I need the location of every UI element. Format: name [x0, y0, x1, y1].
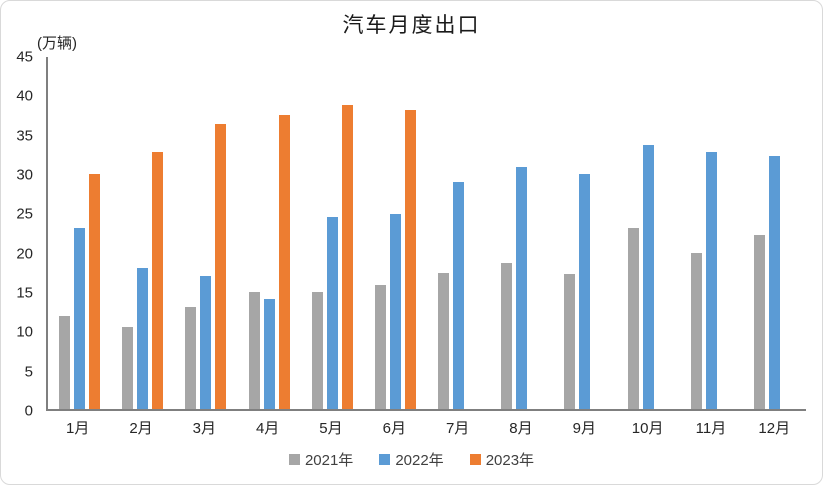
bar-2023年-4月: [278, 114, 290, 409]
legend-swatch-icon: [469, 454, 481, 465]
legend-label: 2021年: [304, 452, 354, 469]
bar-2021年-5月: [311, 291, 323, 409]
bars-area: [48, 57, 806, 409]
bar-2022年-6月: [389, 214, 401, 409]
y-tick-label-25: 25: [16, 205, 33, 223]
bar-2021年-4月: [248, 291, 260, 409]
plot-area: [46, 57, 806, 411]
chart-title: 汽车月度出口: [342, 13, 481, 37]
bar-2022年-1月: [74, 228, 86, 409]
y-tick-label-45: 45: [16, 48, 33, 66]
y-axis: 0 5 10 15 20 25 30 35 40 45: [1, 49, 39, 420]
bar-group-11月: [680, 57, 743, 409]
x-tick-label-9月: 9月: [572, 420, 596, 437]
bar-2021年-7月: [438, 272, 450, 409]
x-tick-label-2月: 2月: [129, 420, 153, 437]
bar-2021年-6月: [374, 285, 386, 409]
bar-group-2月: [111, 57, 174, 409]
y-tick-label-30: 30: [16, 166, 33, 184]
bar-2022年-2月: [137, 268, 149, 409]
bar-2021年-1月: [59, 315, 71, 409]
y-axis-unit-label: (万辆): [37, 35, 77, 52]
bar-2021年-10月: [627, 228, 639, 409]
bar-group-5月: [301, 57, 364, 409]
bar-2022年-12月: [768, 155, 780, 409]
bar-2023年-3月: [215, 124, 227, 409]
bar-2021年-3月: [185, 306, 197, 409]
bar-group-9月: [553, 57, 616, 409]
bar-2022年-11月: [705, 151, 717, 409]
y-tick-label-15: 15: [16, 284, 33, 302]
bar-2023年-6月: [404, 110, 416, 409]
x-tick-label-1月: 1月: [65, 420, 90, 437]
x-axis: 1月 2月 3月 4月 5月 6月 7月 8月 9月 10月 11月 12月: [46, 417, 806, 438]
bar-group-8月: [490, 57, 553, 409]
x-tick-label-3月: 3月: [192, 420, 216, 437]
x-tick-label-6月: 6月: [382, 420, 406, 437]
legend-item-2022年: 2022年: [379, 449, 444, 470]
x-tick-label-5月: 5月: [319, 420, 343, 437]
bar-2021年-2月: [122, 326, 134, 409]
legend-label: 2022年: [395, 452, 444, 469]
y-tick-label-40: 40: [16, 87, 33, 105]
bar-2021年-8月: [501, 262, 513, 409]
bar-group-6月: [364, 57, 427, 409]
y-tick-label-10: 10: [16, 323, 33, 341]
y-tick-label-35: 35: [16, 127, 33, 145]
bar-group-12月: [743, 57, 806, 409]
legend-swatch-icon: [379, 454, 391, 465]
x-tick-label-11月: 11月: [695, 420, 727, 437]
legend-item-2021年: 2021年: [288, 449, 354, 470]
bar-2022年-5月: [326, 217, 338, 409]
y-tick-label-0: 0: [24, 402, 33, 420]
bar-group-1月: [48, 57, 111, 409]
x-tick-label-4月: 4月: [255, 420, 280, 437]
bar-2022年-8月: [516, 167, 528, 409]
x-tick-label-7月: 7月: [445, 420, 470, 437]
bar-2023年-1月: [89, 173, 101, 409]
x-tick-label-10月: 10月: [631, 420, 664, 437]
bar-group-4月: [238, 57, 301, 409]
legend-item-2023年: 2023年: [469, 449, 535, 470]
bar-2021年-11月: [690, 252, 702, 409]
bar-2021年-9月: [564, 273, 576, 409]
legend: 2021年 2022年 2023年: [1, 449, 822, 470]
bar-2023年-5月: [341, 104, 353, 409]
bar-2021年-12月: [753, 234, 765, 409]
bar-2022年-10月: [642, 145, 654, 409]
bar-group-7月: [427, 57, 490, 409]
bar-2022年-3月: [200, 276, 212, 409]
legend-label: 2023年: [485, 452, 535, 469]
y-tick-label-20: 20: [16, 245, 33, 263]
bar-group-3月: [174, 57, 237, 409]
bar-2022年-7月: [453, 182, 465, 409]
x-tick-label-12月: 12月: [758, 420, 791, 437]
y-tick-label-5: 5: [24, 363, 33, 381]
x-tick-label-8月: 8月: [509, 420, 533, 437]
bar-2022年-4月: [263, 298, 275, 409]
bar-group-10月: [617, 57, 680, 409]
legend-swatch-icon: [288, 454, 300, 465]
bar-2023年-2月: [152, 151, 164, 409]
bar-2022年-9月: [579, 173, 591, 409]
